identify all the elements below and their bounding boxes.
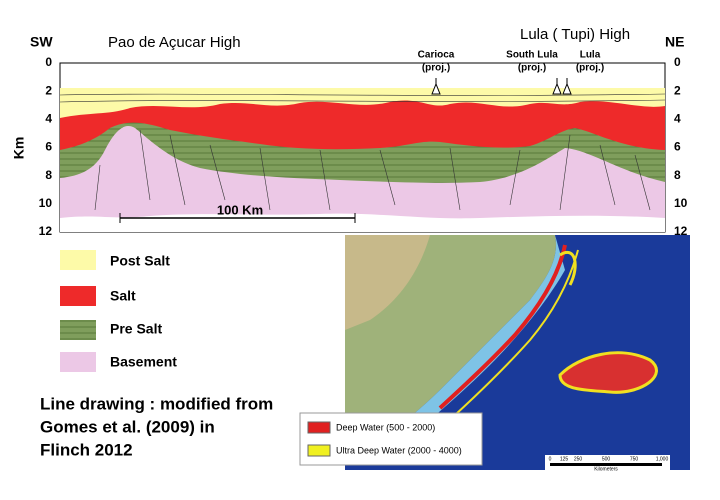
map-scale-tick: 0	[549, 456, 552, 462]
map-scale: 0 125 250 500 750 1,000	[549, 456, 669, 462]
well-note: (proj.)	[422, 63, 450, 74]
depth-label: 4	[674, 112, 681, 126]
swatch	[307, 444, 331, 457]
caption: Line drawing : modified from Gomes et al…	[40, 394, 273, 459]
caption-line: Line drawing : modified from	[40, 394, 273, 413]
map-legend	[299, 412, 483, 466]
high-label: Lula ( Tupi) High	[520, 26, 630, 43]
map-scale-tick: 125	[560, 456, 569, 462]
depth-label: 6	[674, 140, 681, 154]
depth-label: 10	[39, 196, 53, 210]
plateau	[558, 351, 658, 394]
cross-section: 100 Km SW NE Pao de Açucar High Lula ( T…	[11, 26, 688, 238]
wells: Carioca (proj.) South Lula (proj.) Lula (proj…	[418, 50, 604, 95]
swatch	[60, 250, 96, 270]
map-legend-label: Deep Water (500 - 2000)	[336, 422, 435, 432]
ultra-deep-band	[559, 251, 577, 286]
legend-label: Post Salt	[110, 253, 170, 269]
scale-label: 100 Km	[217, 202, 263, 217]
well-name: Carioca	[418, 50, 455, 61]
map: Deep Water (500 - 2000) Ultra Deep Water…	[299, 235, 690, 472]
well-marker	[552, 82, 562, 95]
section-base	[60, 213, 665, 232]
well-marker	[431, 82, 441, 95]
well-note: (proj.)	[576, 63, 604, 74]
legend-label: Pre Salt	[110, 321, 162, 337]
map-scale-tick: 250	[574, 456, 583, 462]
depth-label: 0	[674, 55, 681, 69]
swatch	[60, 352, 96, 372]
map-scale-tick: 500	[602, 456, 611, 462]
swatch	[307, 421, 331, 434]
depth-label: 8	[674, 168, 681, 182]
map-scale-tick: 1,000	[656, 456, 669, 462]
well-note: (proj.)	[518, 63, 546, 74]
depth-label: 8	[45, 168, 52, 182]
depth-label: 10	[674, 196, 688, 210]
depth-label: 0	[45, 55, 52, 69]
depth-label: 12	[674, 224, 688, 238]
ne-label: NE	[665, 34, 684, 50]
depth-label: 4	[45, 112, 52, 126]
depth-label: 6	[45, 140, 52, 154]
high-label: Pao de Açucar High	[108, 34, 241, 51]
legend-label: Basement	[110, 354, 177, 370]
map-scale-box	[545, 455, 670, 470]
map-legend-label: Ultra Deep Water (2000 - 4000)	[336, 445, 462, 455]
sw-label: SW	[30, 34, 53, 50]
map-scale-bar	[550, 463, 662, 466]
deep-water-band	[438, 244, 567, 410]
basement-layer	[60, 126, 665, 232]
map-scale-tick: 750	[630, 456, 639, 462]
depth-label: 2	[674, 83, 681, 97]
layer-legend: Post Salt Salt Pre Salt Basement	[60, 250, 177, 372]
axis-label: Km	[11, 137, 27, 160]
depth-ticks: 0 0 2 2 4 4 6 6 8 8 10 10 12 12	[39, 55, 688, 238]
swatch	[60, 286, 96, 306]
ultra-deep-band	[454, 249, 579, 416]
swatch	[60, 320, 96, 340]
strata-lines	[59, 93, 666, 211]
legend-label: Salt	[110, 288, 136, 304]
map-scale-unit: Kilometers	[594, 466, 618, 472]
highlands	[345, 235, 430, 330]
caption-line: Gomes et al. (2009) in	[40, 417, 215, 436]
well-name: Lula	[580, 50, 601, 61]
depth-label: 2	[45, 83, 52, 97]
well-name: South Lula	[506, 50, 558, 61]
well-marker	[562, 82, 572, 95]
caption-line: Flinch 2012	[40, 440, 133, 459]
depth-label: 12	[39, 224, 53, 238]
